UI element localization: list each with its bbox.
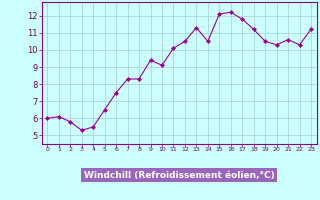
Text: Windchill (Refroidissement éolien,°C): Windchill (Refroidissement éolien,°C) — [84, 171, 275, 180]
